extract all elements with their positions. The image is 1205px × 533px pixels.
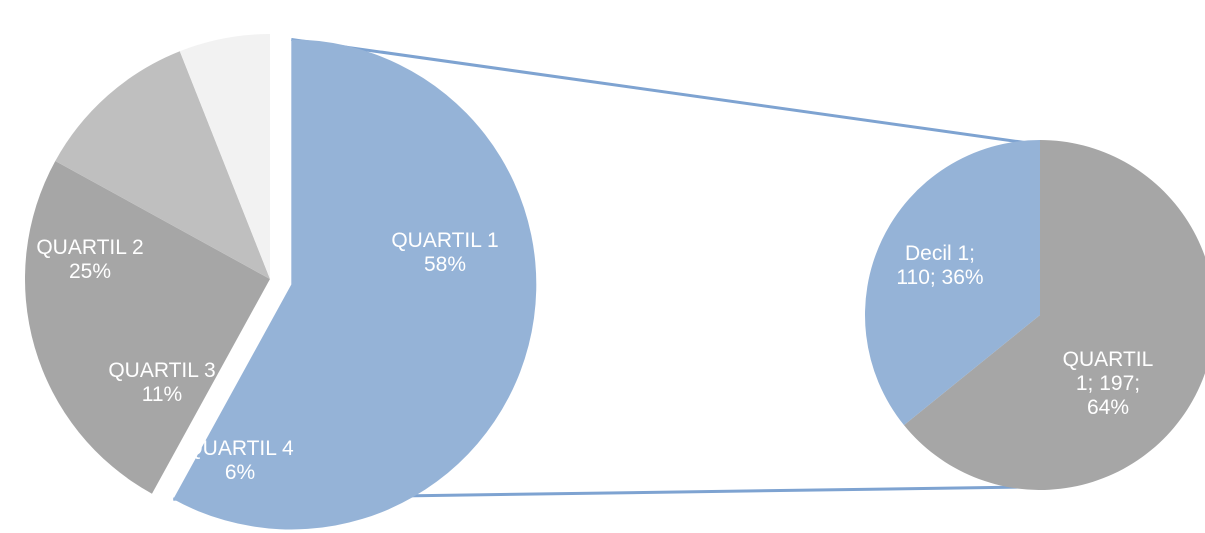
main-label-quartil-3-line: 11% [142,383,182,406]
main-label-quartil-2: QUARTIL 2 25% [36,236,143,283]
data-labels: QUARTIL 1 58%QUARTIL 2 25%QUARTIL 3 11%QUAR… [36,229,1153,484]
secondary-label-quartil-1-line: QUARTIL [1063,348,1154,371]
secondary-label-decil-1: Decil 1; 110; 36% [896,242,983,289]
secondary-label-decil-1-line: Decil 1; [905,242,975,265]
main-label-quartil-2-line: 25% [69,260,111,283]
main-label-quartil-2-line: QUARTIL 2 [36,236,143,259]
main-label-quartil-1-line: QUARTIL 1 [391,229,498,252]
secondary-label-decil-1-line: 110; 36% [896,266,983,289]
secondary-label-quartil-1-line: 1; 197; [1076,372,1140,395]
main-label-quartil-3-line: QUARTIL 3 [108,359,215,382]
main-label-quartil-4: QUARTIL 4 6% [186,437,294,484]
main-label-quartil-1-line: 58% [424,253,466,276]
secondary-label-quartil-1-line: 64% [1087,396,1129,419]
main-slice-quartil-1 [173,39,537,530]
main-label-quartil-4-line: QUARTIL 4 [186,437,294,460]
main-slice-quartil-3 [55,51,270,280]
main-pie [24,34,537,530]
main-label-quartil-4-line: 6% [225,461,255,484]
main-label-quartil-3: QUARTIL 3 11% [108,359,215,406]
secondary-pie [864,140,1205,490]
secondary-label-quartil-1: QUARTIL 1; 197; 64% [1063,348,1154,419]
main-slice-quartil-2 [24,160,271,494]
main-label-quartil-1: QUARTIL 1 58% [391,229,498,276]
connector-top [291,37,1029,145]
secondary-slice-quartil-1 [903,140,1205,490]
main-slice-quartil-4 [179,34,270,279]
secondary-slice-decil-1 [864,140,1040,426]
